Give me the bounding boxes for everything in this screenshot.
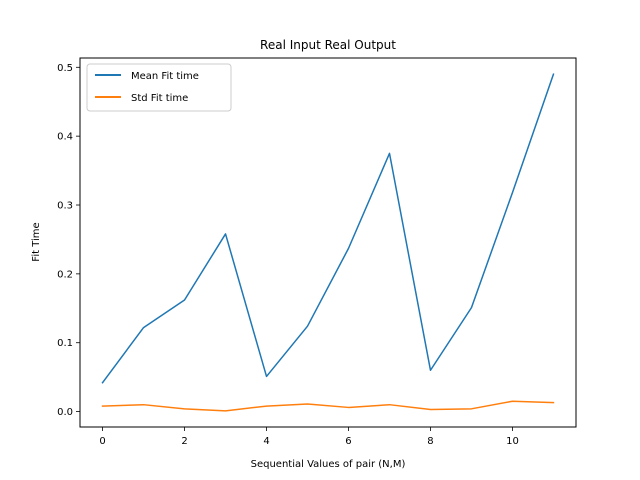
plot-frame bbox=[79, 57, 577, 428]
x-tick-label: 6 bbox=[345, 436, 351, 447]
y-tick-label: 0.4 bbox=[57, 132, 73, 143]
chart-title: Real Input Real Output bbox=[260, 38, 396, 52]
legend-label-mean-fit-time: Mean Fit time bbox=[131, 71, 199, 82]
y-axis: 0.0 0.1 0.2 0.3 0.4 0.5 bbox=[57, 63, 80, 418]
x-tick-label: 0 bbox=[99, 436, 105, 447]
y-tick-label: 0.1 bbox=[57, 338, 73, 349]
x-tick-label: 10 bbox=[506, 436, 519, 447]
x-axis-label: Sequential Values of pair (N,M) bbox=[251, 459, 406, 470]
x-tick-label: 2 bbox=[181, 436, 187, 447]
series-line-std-fit-time bbox=[101, 400, 555, 412]
y-tick-label: 0.0 bbox=[57, 407, 73, 418]
legend: Mean Fit time Std Fit time bbox=[86, 63, 232, 112]
legend-box bbox=[86, 63, 232, 112]
y-tick-label: 0.3 bbox=[57, 201, 73, 212]
series-layer bbox=[101, 73, 555, 412]
x-axis: 0 2 4 6 8 10 bbox=[99, 427, 519, 447]
x-tick-label: 8 bbox=[427, 436, 433, 447]
x-tick-label: 4 bbox=[263, 436, 269, 447]
legend-label-std-fit-time: Std Fit time bbox=[131, 93, 188, 104]
series-line-mean-fit-time bbox=[101, 73, 555, 384]
y-tick-label: 0.2 bbox=[57, 269, 73, 280]
y-tick-label: 0.5 bbox=[57, 63, 73, 74]
y-axis-label: Fit Time bbox=[31, 222, 42, 261]
